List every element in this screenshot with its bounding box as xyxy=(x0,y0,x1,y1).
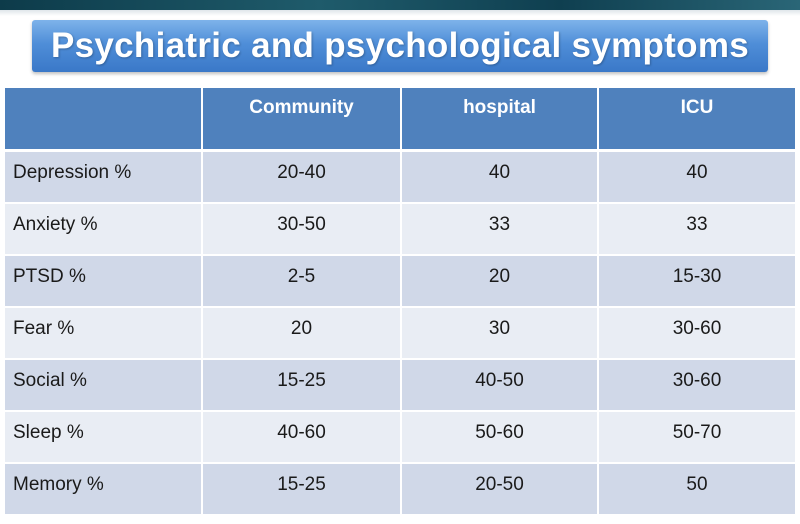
table-row: Anxiety % 30-50 33 33 xyxy=(5,202,795,256)
table-cell: 30 xyxy=(401,306,599,360)
table-cell: 20 xyxy=(401,254,599,308)
table-row: PTSD % 2-5 20 15-30 xyxy=(5,254,795,308)
row-label: Fear % xyxy=(5,306,203,360)
top-decorative-strip xyxy=(0,0,800,10)
row-label: Memory % xyxy=(5,462,203,516)
table-row: Sleep % 40-60 50-60 50-70 xyxy=(5,410,795,464)
row-label: Anxiety % xyxy=(5,202,203,256)
header-cell-empty xyxy=(5,88,203,152)
table-cell: 33 xyxy=(401,202,599,256)
table-cell: 15-25 xyxy=(202,358,402,412)
table-cell: 40 xyxy=(598,150,795,204)
row-label: PTSD % xyxy=(5,254,203,308)
table-row: Depression % 20-40 40 40 xyxy=(5,150,795,204)
title-bar: Psychiatric and psychological symptoms xyxy=(32,20,768,72)
table-cell: 50-60 xyxy=(401,410,599,464)
row-label: Depression % xyxy=(5,150,203,204)
table-cell: 40-50 xyxy=(401,358,599,412)
header-cell-hospital: hospital xyxy=(401,88,599,152)
header-cell-community: Community xyxy=(202,88,402,152)
symptoms-table: Community hospital ICU Depression % 20-4… xyxy=(5,88,795,516)
table-header-row: Community hospital ICU xyxy=(5,88,795,152)
table-cell: 30-60 xyxy=(598,358,795,412)
table-cell: 30-50 xyxy=(202,202,402,256)
table-cell: 20-50 xyxy=(401,462,599,516)
row-label: Sleep % xyxy=(5,410,203,464)
top-strip-shadow xyxy=(0,10,800,16)
table-cell: 15-30 xyxy=(598,254,795,308)
table-cell: 33 xyxy=(598,202,795,256)
table-cell: 2-5 xyxy=(202,254,402,308)
table-cell: 40 xyxy=(401,150,599,204)
row-label: Social % xyxy=(5,358,203,412)
table-row: Social % 15-25 40-50 30-60 xyxy=(5,358,795,412)
table-cell: 50 xyxy=(598,462,795,516)
table-row: Fear % 20 30 30-60 xyxy=(5,306,795,360)
table-cell: 20-40 xyxy=(202,150,402,204)
table-row: Memory % 15-25 20-50 50 xyxy=(5,462,795,516)
slide-title: Psychiatric and psychological symptoms xyxy=(50,26,750,65)
table-cell: 40-60 xyxy=(202,410,402,464)
table-cell: 30-60 xyxy=(598,306,795,360)
table-cell: 15-25 xyxy=(202,462,402,516)
table-cell: 20 xyxy=(202,306,402,360)
table-cell: 50-70 xyxy=(598,410,795,464)
header-cell-icu: ICU xyxy=(598,88,795,152)
